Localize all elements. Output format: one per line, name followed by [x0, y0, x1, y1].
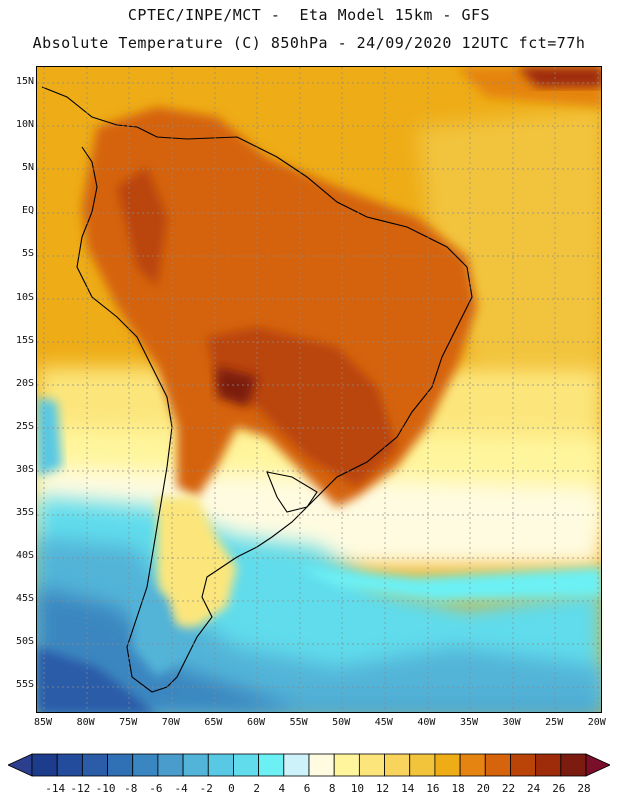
colorbar-swatch	[409, 753, 436, 777]
colorbar-under-arrow	[8, 753, 33, 777]
colorbar-tick-label: 16	[426, 782, 440, 795]
colorbar-swatch	[510, 753, 537, 777]
colorbar-tick-label: 6	[303, 782, 311, 795]
colorbar-tick-label: 4	[278, 782, 286, 795]
lon-label: 40W	[417, 717, 436, 728]
lon-label: 30W	[502, 717, 521, 728]
colorbar-swatch	[31, 753, 58, 777]
colorbar-swatch	[459, 753, 486, 777]
map-title-line-2: Absolute Temperature (C) 850hPa - 24/09/…	[32, 34, 586, 52]
colorbar-swatch	[182, 753, 209, 777]
colorbar-swatch	[233, 753, 260, 777]
colorbar-swatch	[157, 753, 184, 777]
colorbar-tick-label: 18	[451, 782, 465, 795]
colorbar-tick-label: 14	[401, 782, 415, 795]
lon-label: 85W	[33, 717, 53, 728]
lon-label: 50W	[332, 717, 351, 728]
colorbar-swatch	[81, 753, 108, 777]
colorbar-tick-label: 24	[527, 782, 541, 795]
lon-label: 75W	[119, 717, 138, 728]
lat-label: EQ	[21, 205, 34, 217]
colorbar-swatch	[434, 753, 461, 777]
lat-label: 15S	[15, 334, 34, 346]
colorbar-swatch	[358, 753, 385, 777]
lat-label: 5S	[21, 248, 34, 260]
lat-label: 45S	[15, 593, 34, 605]
lon-label: 55W	[289, 717, 308, 728]
colorbar-tick-label: -6	[149, 782, 163, 795]
patagonia-cold	[132, 587, 187, 677]
colorbar-tick-label: -10	[95, 782, 116, 795]
lat-label: 25S	[15, 420, 34, 432]
west-cold-patch	[37, 397, 62, 477]
lat-label: 20S	[15, 377, 34, 389]
colorbar-swatch	[132, 753, 159, 777]
colorbar-tick-label: 2	[253, 782, 260, 795]
lon-label: 35W	[459, 717, 479, 728]
colorbar-swatch	[56, 753, 83, 777]
ocean-band-minus6	[37, 587, 601, 712]
coastline	[41, 86, 473, 693]
lon-label: 60W	[246, 717, 266, 728]
colorbar-tick-label: -14	[45, 782, 66, 795]
colorbar-tick-label: 20	[476, 782, 490, 795]
lat-label: 40S	[15, 550, 34, 562]
colorbar-tick-label: -8	[124, 782, 138, 795]
temperature-map	[36, 66, 602, 713]
colorbar-tick-label: 8	[328, 782, 336, 795]
ocean-band-26-north	[517, 67, 601, 87]
lon-label: 20W	[587, 717, 606, 728]
colorbar-swatch	[207, 753, 234, 777]
temperature-colorbar	[8, 753, 610, 777]
lat-label: 50S	[15, 636, 34, 648]
lat-label: 5N	[21, 162, 34, 174]
colorbar-swatch	[384, 753, 411, 777]
patagonia-mild	[157, 497, 237, 627]
map-canvas	[37, 67, 601, 712]
lon-label: 65W	[204, 717, 223, 728]
graticule	[37, 67, 601, 712]
colorbar-over-arrow	[585, 753, 610, 777]
colorbar-tick-label: -12	[70, 782, 91, 795]
colorbar-tick-label: 10	[350, 782, 364, 795]
ocean-band-4	[297, 567, 601, 602]
lat-label: 55S	[15, 679, 34, 691]
lat-label: 30S	[15, 463, 34, 475]
lon-label: 25W	[545, 717, 564, 728]
continent-hottest-core	[217, 367, 257, 407]
colorbar-tick-label: -2	[199, 782, 213, 795]
colorbar-tick-label: 28	[577, 782, 591, 795]
lat-label: 10S	[15, 291, 34, 303]
lon-label: 70W	[161, 717, 180, 728]
lon-label: 80W	[76, 717, 95, 728]
colorbar-swatch	[107, 753, 134, 777]
colorbar-swatch	[535, 753, 562, 777]
continent-hot-region	[207, 327, 397, 487]
colorbar-tick-label: 22	[501, 782, 516, 795]
map-title-line-1: CPTEC/INPE/MCT - Eta Model 15km - GFS	[127, 6, 491, 24]
colorbar-tick-label: 12	[375, 782, 390, 795]
colorbar-swatch	[560, 753, 587, 777]
colorbar-swatch	[283, 753, 310, 777]
lat-label: 35S	[15, 507, 34, 518]
andes-north-warm	[117, 167, 167, 287]
lat-label: 10N	[15, 119, 34, 131]
colorbar-swatch	[484, 753, 511, 777]
colorbar-swatch	[258, 753, 285, 777]
colorbar-tick-label: 0	[228, 782, 235, 795]
colorbar-tick-label: -4	[174, 782, 188, 795]
colorbar-tick-label: 26	[552, 782, 566, 795]
ocean-band-minus10	[37, 647, 155, 712]
lon-label: 45W	[374, 717, 393, 728]
colorbar-swatch	[308, 753, 335, 777]
colorbar-swatch	[333, 753, 360, 777]
lat-label: 15N	[15, 76, 34, 87]
